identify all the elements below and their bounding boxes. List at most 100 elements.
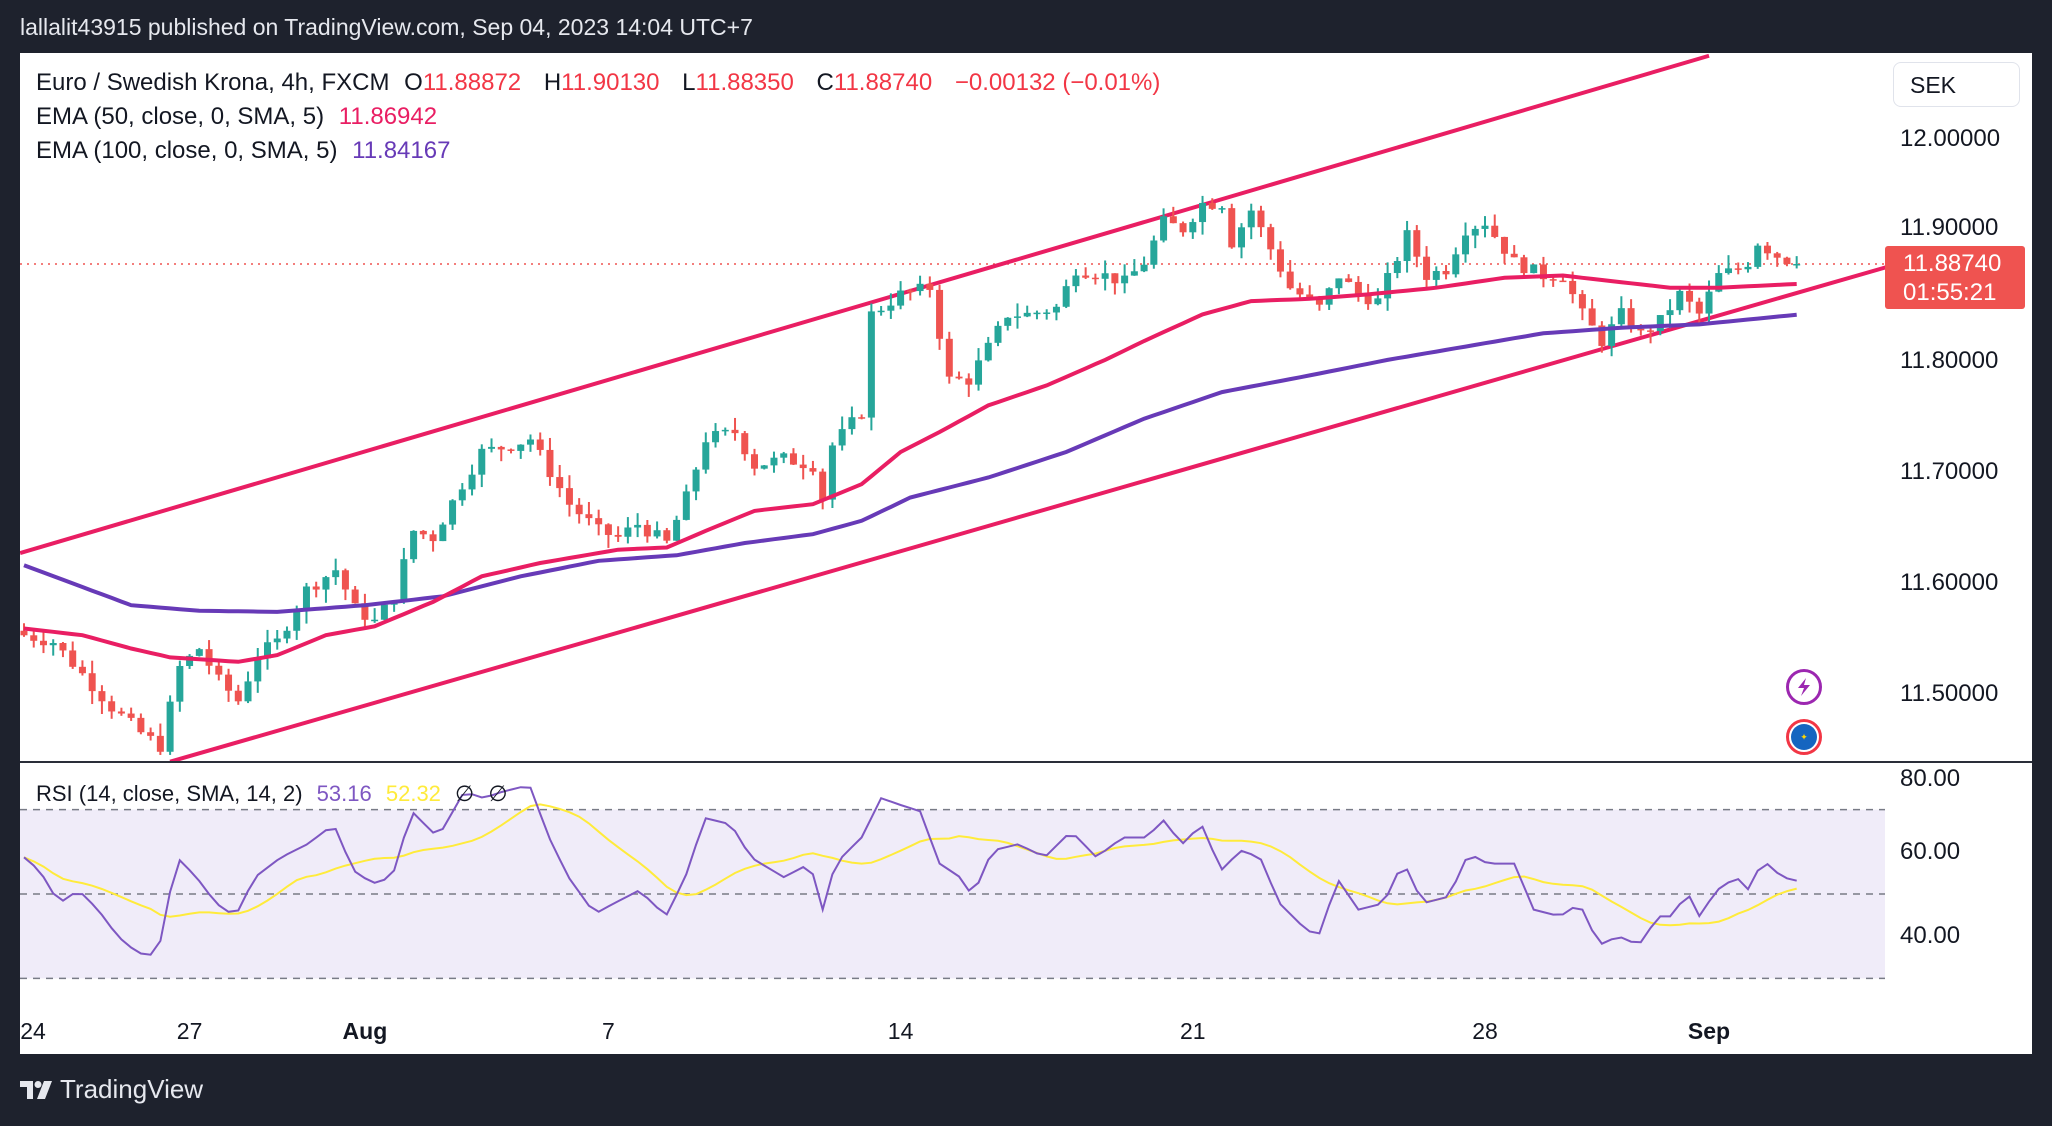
candle-body [926,283,934,290]
candle [1121,264,1129,294]
candle-body [98,691,106,702]
candle [1179,221,1187,237]
candle [1374,288,1382,306]
candle-body [1072,275,1080,287]
candle [1218,206,1226,214]
candle [1111,273,1119,295]
candle [585,502,593,526]
candle [264,629,271,670]
candle [643,520,651,543]
candle [488,438,496,453]
candle [1539,256,1547,288]
candle [887,293,895,319]
rsi-tick-label: 60.00 [1900,837,1961,865]
candle-body [848,417,856,430]
candle [69,641,77,669]
candle-body [819,471,827,500]
candle-body [1656,315,1664,332]
candle-body [838,429,846,446]
candle [1471,225,1479,249]
candle-body [595,518,603,525]
candle-body [692,469,700,492]
candle [770,451,778,473]
candle [712,423,720,448]
footer-brand-text: TradingView [60,1074,204,1104]
candle [1043,309,1051,320]
candle-body [828,445,836,500]
candle-body [264,642,271,659]
candle-body [458,489,466,501]
candle-body [565,488,573,505]
candle [984,336,992,362]
candle-body [994,325,1002,343]
candle-body [809,468,817,472]
published-line: lallalit43915 published on TradingView.c… [20,14,753,40]
rsi-legend[interactable]: RSI (14, close, SMA, 14, 2) 53.16 52.32 … [36,781,516,807]
candle [273,630,281,650]
candle [1578,290,1586,321]
candle-body [858,417,866,419]
candle-body [653,530,661,537]
lightning-icon[interactable] [1786,669,1822,705]
candle [517,444,525,459]
candle [673,515,681,541]
candle [760,465,768,470]
candle [1072,269,1080,293]
candle-body [1530,264,1538,274]
ema100-legend[interactable]: EMA (100, close, 0, SMA, 5) 11.84167 [36,137,458,165]
currency-button[interactable]: SEK [1893,62,2020,107]
candle [897,281,905,310]
candle [49,639,57,656]
candle [1520,254,1528,277]
price-tick-label: 11.60000 [1900,569,1999,596]
candle-body [682,491,690,520]
candle [926,276,934,298]
candle [741,430,749,461]
candle [556,464,564,498]
chart-panel[interactable]: Euro / Swedish Krona, 4h, FXCM O11.88872… [20,53,2032,1054]
candle [1462,222,1470,263]
candle [1481,216,1489,238]
candle-body [1452,254,1460,275]
rsi-line [23,786,1797,956]
candle-body [1676,290,1684,311]
candle-body [234,690,242,702]
open-label: O [404,69,423,96]
candle [595,509,603,536]
candle [1013,303,1021,329]
candle [975,348,983,391]
candle [1286,260,1294,290]
candle-body [1228,208,1236,248]
candle [1335,278,1343,295]
candle [361,593,369,630]
candle-body [1345,278,1353,282]
candle [809,460,817,476]
candle-body [556,477,564,489]
candle-body [49,643,57,646]
candle [1082,267,1090,280]
candle-body [1744,266,1752,270]
ema50-legend[interactable]: EMA (50, close, 0, SMA, 5) 11.86942 [36,103,445,131]
candle-body [643,524,651,537]
candle-body [1335,278,1343,289]
candle [1023,305,1031,318]
candle [1647,326,1655,344]
candle [1452,247,1460,278]
price-tick-label: 11.70000 [1900,458,1999,485]
price-pane [20,53,1885,762]
candle-body [439,524,447,542]
candle [1384,262,1392,311]
candle-body [1199,202,1207,223]
footer-brand[interactable]: TradingView [20,1074,203,1105]
candle-body [302,586,310,611]
candle-body [186,655,194,666]
eu-flag-icon[interactable]: ✦ [1786,719,1822,755]
chart-canvas[interactable] [20,53,2032,1054]
symbol-title[interactable]: Euro / Swedish Krona, 4h, FXCM [36,69,390,96]
ema50-value: 11.86942 [338,103,438,130]
current-price-value: 11.88740 [1903,250,2002,277]
candle [906,288,914,301]
candle-body [965,378,973,385]
candle [1773,251,1781,267]
candle-body [244,681,252,702]
